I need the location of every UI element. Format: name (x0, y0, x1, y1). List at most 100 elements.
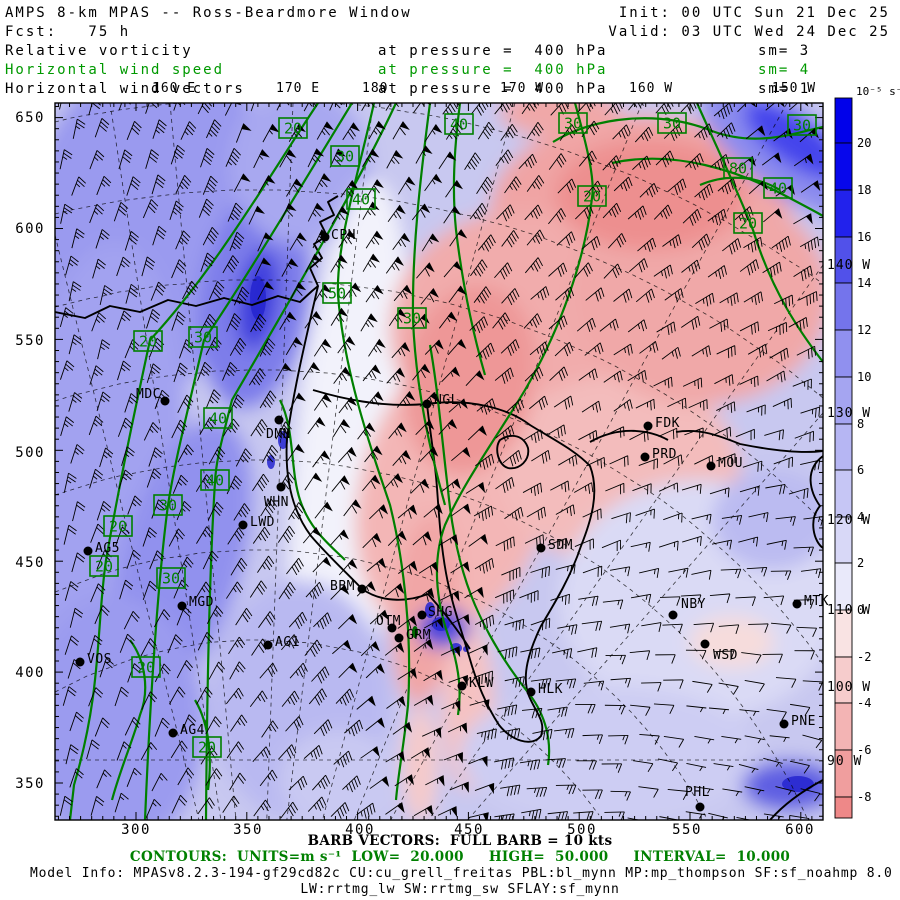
station-label: BBM (330, 579, 355, 594)
lon-label-top: 170 W (500, 81, 544, 96)
station-marker (706, 461, 716, 471)
contour-label-box (153, 494, 183, 516)
colorbar-tick-label: 14 (857, 276, 871, 290)
contour-value-labels: 20 30 40 50 30 40 20 30 40 40 30 20 20 30 20 20 30 30 30 80… (89, 112, 817, 758)
lon-label-right: 90 W (827, 754, 862, 769)
field3-name: Horizontal wind vectors (5, 81, 245, 97)
station-label: AG5 (95, 541, 120, 556)
colorbar-tick-label: 20 (857, 136, 871, 150)
station-label: OTM (376, 614, 401, 629)
contour-legend: CONTOURS: UNITS=m s⁻¹ LOW= 20.000 HIGH= … (129, 849, 791, 865)
x-axis-tick-label: 400 (345, 822, 375, 838)
lon-label-right: 100 W (827, 680, 871, 695)
y-axis-tick-label: 600 (15, 221, 45, 237)
lon-label-top: 180 (362, 81, 388, 96)
contour-label-value: 80 (729, 160, 747, 178)
station-marker (177, 601, 187, 611)
contour-label-box (577, 185, 607, 207)
lon-label-right: 140 W (827, 258, 871, 273)
colorbar-tick-label: -2 (857, 650, 871, 664)
station-label: WHN (264, 495, 289, 510)
colorbar-cell (834, 702, 853, 751)
lon-label-top: 160 W (629, 81, 673, 96)
station-marker (643, 421, 653, 431)
lon-label-top: 160 E (152, 81, 196, 96)
contour-label-value: 20 (739, 215, 757, 233)
station-marker (83, 546, 93, 556)
vorticity-shading (55, 103, 823, 820)
station-marker (422, 399, 432, 409)
colorbar-tick-label: 2 (857, 556, 864, 570)
contour-label-box (444, 113, 474, 135)
station-marker (640, 452, 650, 462)
contour-label-box (322, 282, 352, 304)
station-marker (526, 687, 536, 697)
contour-label-value: 30 (403, 310, 421, 328)
colorbar-tick-label: -4 (857, 696, 871, 710)
y-axis-tick-label: 650 (15, 110, 45, 126)
contour-label-box (278, 117, 308, 139)
station-label: GRM (406, 628, 431, 643)
field3-pressure: at pressure = 400 hPa (378, 81, 608, 97)
contour-label-box (657, 112, 687, 134)
contour-label-box (192, 736, 222, 758)
field2-smooth: sm= 4 (758, 62, 811, 78)
station-label: PHL (685, 785, 710, 800)
station-marker (394, 633, 404, 643)
x-axis-tick-label: 600 (785, 822, 815, 838)
contour-label-value: 20 (583, 188, 601, 206)
station-label: NBY (681, 597, 706, 612)
contour-label-box (733, 212, 763, 234)
station-marker (274, 415, 284, 425)
contour-label-box (103, 515, 133, 537)
contour-label-value: 20 (139, 333, 157, 351)
station-label: HLK (538, 682, 563, 697)
model-info-line1: Model Info: MPASv8.2.3-194-gf29cd82c CU:… (30, 866, 893, 881)
station-label: SHG (428, 605, 453, 620)
contour-label-value: 40 (206, 472, 224, 490)
y-axis-tick-label: 500 (15, 445, 45, 461)
map-frame (54, 102, 824, 821)
field1-name: Relative vorticity (5, 43, 193, 59)
station-marker (160, 396, 170, 406)
contour-label-box (89, 555, 119, 577)
page-title: AMPS 8-km MPAS -- Ross-Beardmore Window (5, 5, 412, 21)
station-marker (695, 802, 705, 812)
colorbar-cell (834, 423, 853, 471)
contour-label-box (330, 145, 360, 167)
colorbar-cell (834, 282, 853, 331)
colorbar-cell (834, 796, 853, 819)
valid-time: Valid: 03 UTC Wed 24 Dec 25 (608, 24, 890, 40)
contour-label-box (133, 330, 163, 352)
contour-label-box (763, 177, 793, 199)
lon-label-right: 130 W (827, 406, 871, 421)
stations: CPH MDC NGL DMN WHN LWD AG5 SDM MGD BBM OTM SHG GRM A… (75, 228, 828, 812)
contour-label-box (787, 114, 817, 136)
contour-label-value: 50 (328, 285, 346, 303)
station-label: MGD (189, 595, 214, 610)
contour-label-box (558, 112, 588, 134)
contour-label-value: 40 (209, 410, 227, 428)
station-label: KLW (469, 676, 494, 691)
contour-label-box (188, 326, 218, 348)
colorbar-cell (834, 189, 853, 238)
x-axis-tick-label: 450 (454, 822, 484, 838)
contour-label-value: 30 (162, 570, 180, 588)
contour-label-value: 30 (663, 115, 681, 133)
field2-name: Horizontal wind speed (5, 62, 225, 78)
contour-label-value: 30 (564, 115, 582, 133)
wind-speed-contours (68, 103, 823, 820)
y-axis-tick-label: 400 (15, 665, 45, 681)
station-marker (536, 543, 546, 553)
wind-barbs (59, 103, 823, 820)
station-label: NGL (434, 393, 459, 408)
axis-labels: 650 600 550 500 450 400 350 300 350 400 450 500 550 6… (15, 110, 815, 838)
field2-pressure: at pressure = 400 hPa (378, 62, 608, 78)
station-label: LWD (250, 515, 275, 530)
station-label: FDK (655, 416, 680, 431)
colorbar-cell (834, 97, 853, 144)
station-label: MDC (136, 387, 161, 402)
station-label: MOU (718, 456, 743, 471)
